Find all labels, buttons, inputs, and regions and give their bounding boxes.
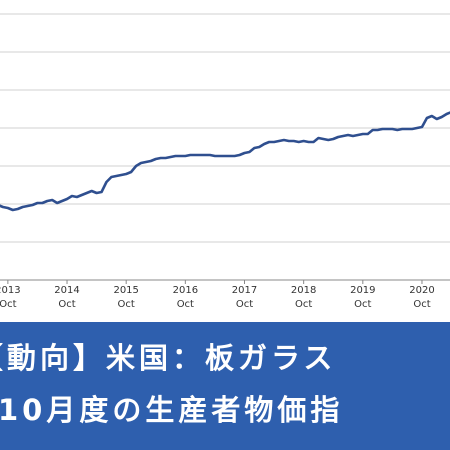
x-tick-label: 2020 Oct [409,285,434,310]
x-tick-label: 2018 Oct [291,285,316,310]
x-tick-label: 2019 Oct [350,285,375,310]
x-tick-label: 2015 Oct [113,285,138,310]
x-tick-label: 2017 Oct [232,285,257,310]
data-line [0,111,450,212]
x-tick-label: 2016 Oct [173,285,198,310]
banner [0,322,450,450]
x-tick-label: 2013Oct [0,285,21,310]
x-tick-label: 2014 Oct [54,285,79,310]
banner-line: 【動向】米国：板ガラス [0,341,336,375]
banner-line: 10月度の生産者物価指 [0,393,343,427]
